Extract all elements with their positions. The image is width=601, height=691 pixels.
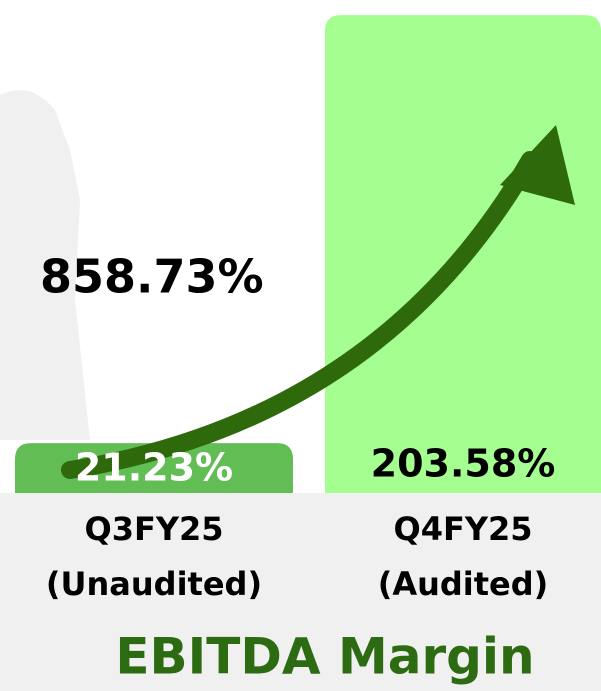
x-tick-note: (Unaudited): [46, 565, 262, 603]
x-tick-label: Q4FY25: [393, 510, 532, 548]
x-tick-label: Q3FY25: [84, 510, 223, 548]
growth-annotation: 858.73%: [40, 250, 264, 304]
value-label: 203.58%: [371, 442, 556, 486]
growth-arrowhead: [500, 125, 575, 205]
chart-title: EBITDA Margin: [115, 628, 534, 686]
value-label: 21.23%: [75, 446, 233, 490]
bar: [15, 443, 293, 493]
growth-arrow: [61, 151, 539, 479]
background-silhouette: [0, 90, 601, 691]
x-tick-note: (Audited): [378, 565, 549, 603]
